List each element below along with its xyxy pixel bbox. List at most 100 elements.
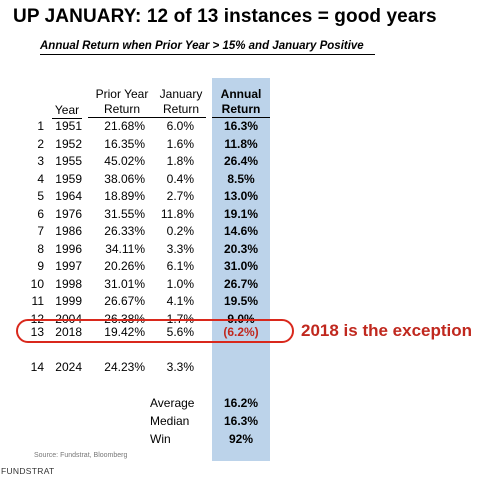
- row-year: 1976: [55, 206, 82, 221]
- stat-win-value: 92%: [228, 432, 254, 446]
- header-annual-return: Annual Return: [212, 87, 270, 118]
- header-january-return: January Return: [156, 87, 206, 118]
- table-row: 2 1952 16.35% 1.6% 11.8%: [0, 136, 300, 152]
- brand-label: FUNDSTRAT: [1, 466, 55, 476]
- table-row: 10 1998 31.01% 1.0% 26.7%: [0, 276, 300, 292]
- row-number: 5: [37, 189, 44, 203]
- row-number: 12: [30, 311, 44, 326]
- row-number: 3: [37, 154, 44, 168]
- header-year-label: Year: [52, 103, 82, 119]
- row-prior-return: 26.67%: [104, 294, 145, 308]
- row-number: 6: [37, 206, 44, 221]
- row-january-return: 2.7%: [166, 189, 194, 203]
- stat-win-label: Win: [150, 432, 171, 446]
- table-row: 3 1955 45.02% 1.8% 26.4%: [0, 153, 300, 169]
- row-number: 13: [30, 325, 44, 339]
- row-year: 1986: [55, 224, 82, 238]
- row-number: 10: [30, 276, 44, 291]
- table-subtitle: Annual Return when Prior Year > 15% and …: [40, 40, 375, 55]
- row-prior-return: 26.33%: [104, 224, 145, 238]
- row-january-return: 4.1%: [166, 294, 194, 308]
- row-january-return: 1.8%: [166, 154, 194, 168]
- row-annual-return: 9.0%: [227, 311, 255, 326]
- row-number: 14: [30, 360, 44, 374]
- row-number: 7: [37, 224, 44, 238]
- row-prior-return: 34.11%: [105, 241, 145, 256]
- row-prior-return: 24.23%: [104, 360, 145, 374]
- annual-return-highlight: [212, 78, 270, 461]
- header-jan-line1: January: [159, 87, 203, 101]
- row-annual-return: 20.3%: [223, 241, 259, 256]
- table-row: 1 1951 21.68% 6.0% 16.3%: [0, 118, 300, 134]
- row-year: 2024: [55, 360, 82, 374]
- row-annual-return: 8.5%: [227, 171, 255, 186]
- row-annual-return: 13.0%: [223, 189, 259, 203]
- row-number: 1: [37, 119, 44, 133]
- row-january-return: 3.3%: [166, 360, 194, 374]
- row-number: 11: [31, 294, 44, 308]
- row-prior-return: 31.01%: [104, 276, 145, 291]
- row-january-return: 11.8%: [160, 206, 194, 221]
- row-annual-return: 19.1%: [223, 206, 259, 221]
- table-row: 5 1964 18.89% 2.7% 13.0%: [0, 188, 300, 204]
- header-annual-line1: Annual: [220, 87, 262, 101]
- row-january-return: 0.2%: [166, 224, 194, 238]
- row-annual-return-negative: (6.2%): [223, 325, 259, 339]
- stat-median-label: Median: [150, 414, 190, 428]
- row-annual-return: 26.7%: [223, 276, 259, 291]
- row-january-return: 6.1%: [166, 259, 194, 273]
- row-january-return: 1.0%: [166, 276, 194, 291]
- row-prior-return: 21.68%: [104, 119, 145, 133]
- source-note: Source: Fundstrat, Bloomberg: [34, 452, 128, 459]
- row-year: 1959: [55, 171, 82, 186]
- row-prior-return: 20.26%: [104, 259, 145, 273]
- row-year: 1951: [55, 119, 82, 133]
- table-row: 4 1959 38.06% 0.4% 8.5%: [0, 171, 300, 187]
- row-january-return: 1.6%: [166, 136, 194, 151]
- row-january-return: 3.3%: [166, 241, 194, 256]
- row-prior-return: 45.02%: [104, 154, 145, 168]
- row-year: 1999: [55, 294, 82, 308]
- table-row: 11 1999 26.67% 4.1% 19.5%: [0, 293, 300, 309]
- table-row: 8 1996 34.11% 3.3% 20.3%: [0, 241, 300, 257]
- row-year: 2004: [55, 311, 82, 326]
- row-number: 2: [37, 136, 44, 151]
- row-year: 2018: [55, 325, 82, 339]
- table-row: 12 2004 26.38% 1.7% 9.0%: [0, 311, 300, 327]
- table-row-exception: 13 2018 19.42% 5.6% (6.2%): [0, 324, 300, 340]
- row-year: 1998: [55, 276, 82, 291]
- row-number: 4: [37, 171, 44, 186]
- row-year: 1997: [55, 259, 82, 273]
- table-row-2024: 14 2024 24.23% 3.3%: [0, 359, 300, 375]
- table-row: 7 1986 26.33% 0.2% 14.6%: [0, 223, 300, 239]
- row-prior-return: 18.89%: [104, 189, 145, 203]
- row-prior-return: 19.42%: [104, 325, 145, 339]
- row-annual-return: 19.5%: [223, 294, 259, 308]
- stat-average-label: Average: [150, 396, 195, 410]
- row-annual-return: 14.6%: [223, 224, 259, 238]
- header-prior-line1: Prior Year: [95, 87, 149, 101]
- row-annual-return: 26.4%: [223, 154, 259, 168]
- row-annual-return: 31.0%: [223, 259, 259, 273]
- exception-callout: 2018 is the exception: [301, 321, 473, 340]
- row-number: 8: [37, 241, 44, 256]
- table-row: 9 1997 20.26% 6.1% 31.0%: [0, 258, 300, 274]
- row-january-return: 1.7%: [166, 311, 194, 326]
- header-prior-line2: Return: [88, 102, 156, 118]
- header-annual-line2: Return: [212, 102, 270, 118]
- row-prior-return: 16.35%: [104, 136, 145, 151]
- row-year: 1996: [55, 241, 82, 256]
- stat-average-value: 16.2%: [223, 396, 259, 410]
- row-year: 1952: [55, 136, 82, 151]
- row-prior-return: 26.38%: [104, 311, 145, 326]
- row-number: 9: [37, 259, 44, 273]
- page-title: UP JANUARY: 12 of 13 instances = good ye…: [13, 6, 437, 27]
- row-january-return: 0.4%: [166, 171, 194, 186]
- row-annual-return: 11.8%: [224, 136, 258, 151]
- header-jan-line2: Return: [156, 102, 206, 118]
- row-prior-return: 31.55%: [104, 206, 145, 221]
- row-year: 1964: [55, 189, 82, 203]
- header-year: Year: [52, 103, 82, 119]
- row-prior-return: 38.06%: [104, 171, 145, 186]
- header-prior-year-return: Prior Year Return: [88, 87, 156, 118]
